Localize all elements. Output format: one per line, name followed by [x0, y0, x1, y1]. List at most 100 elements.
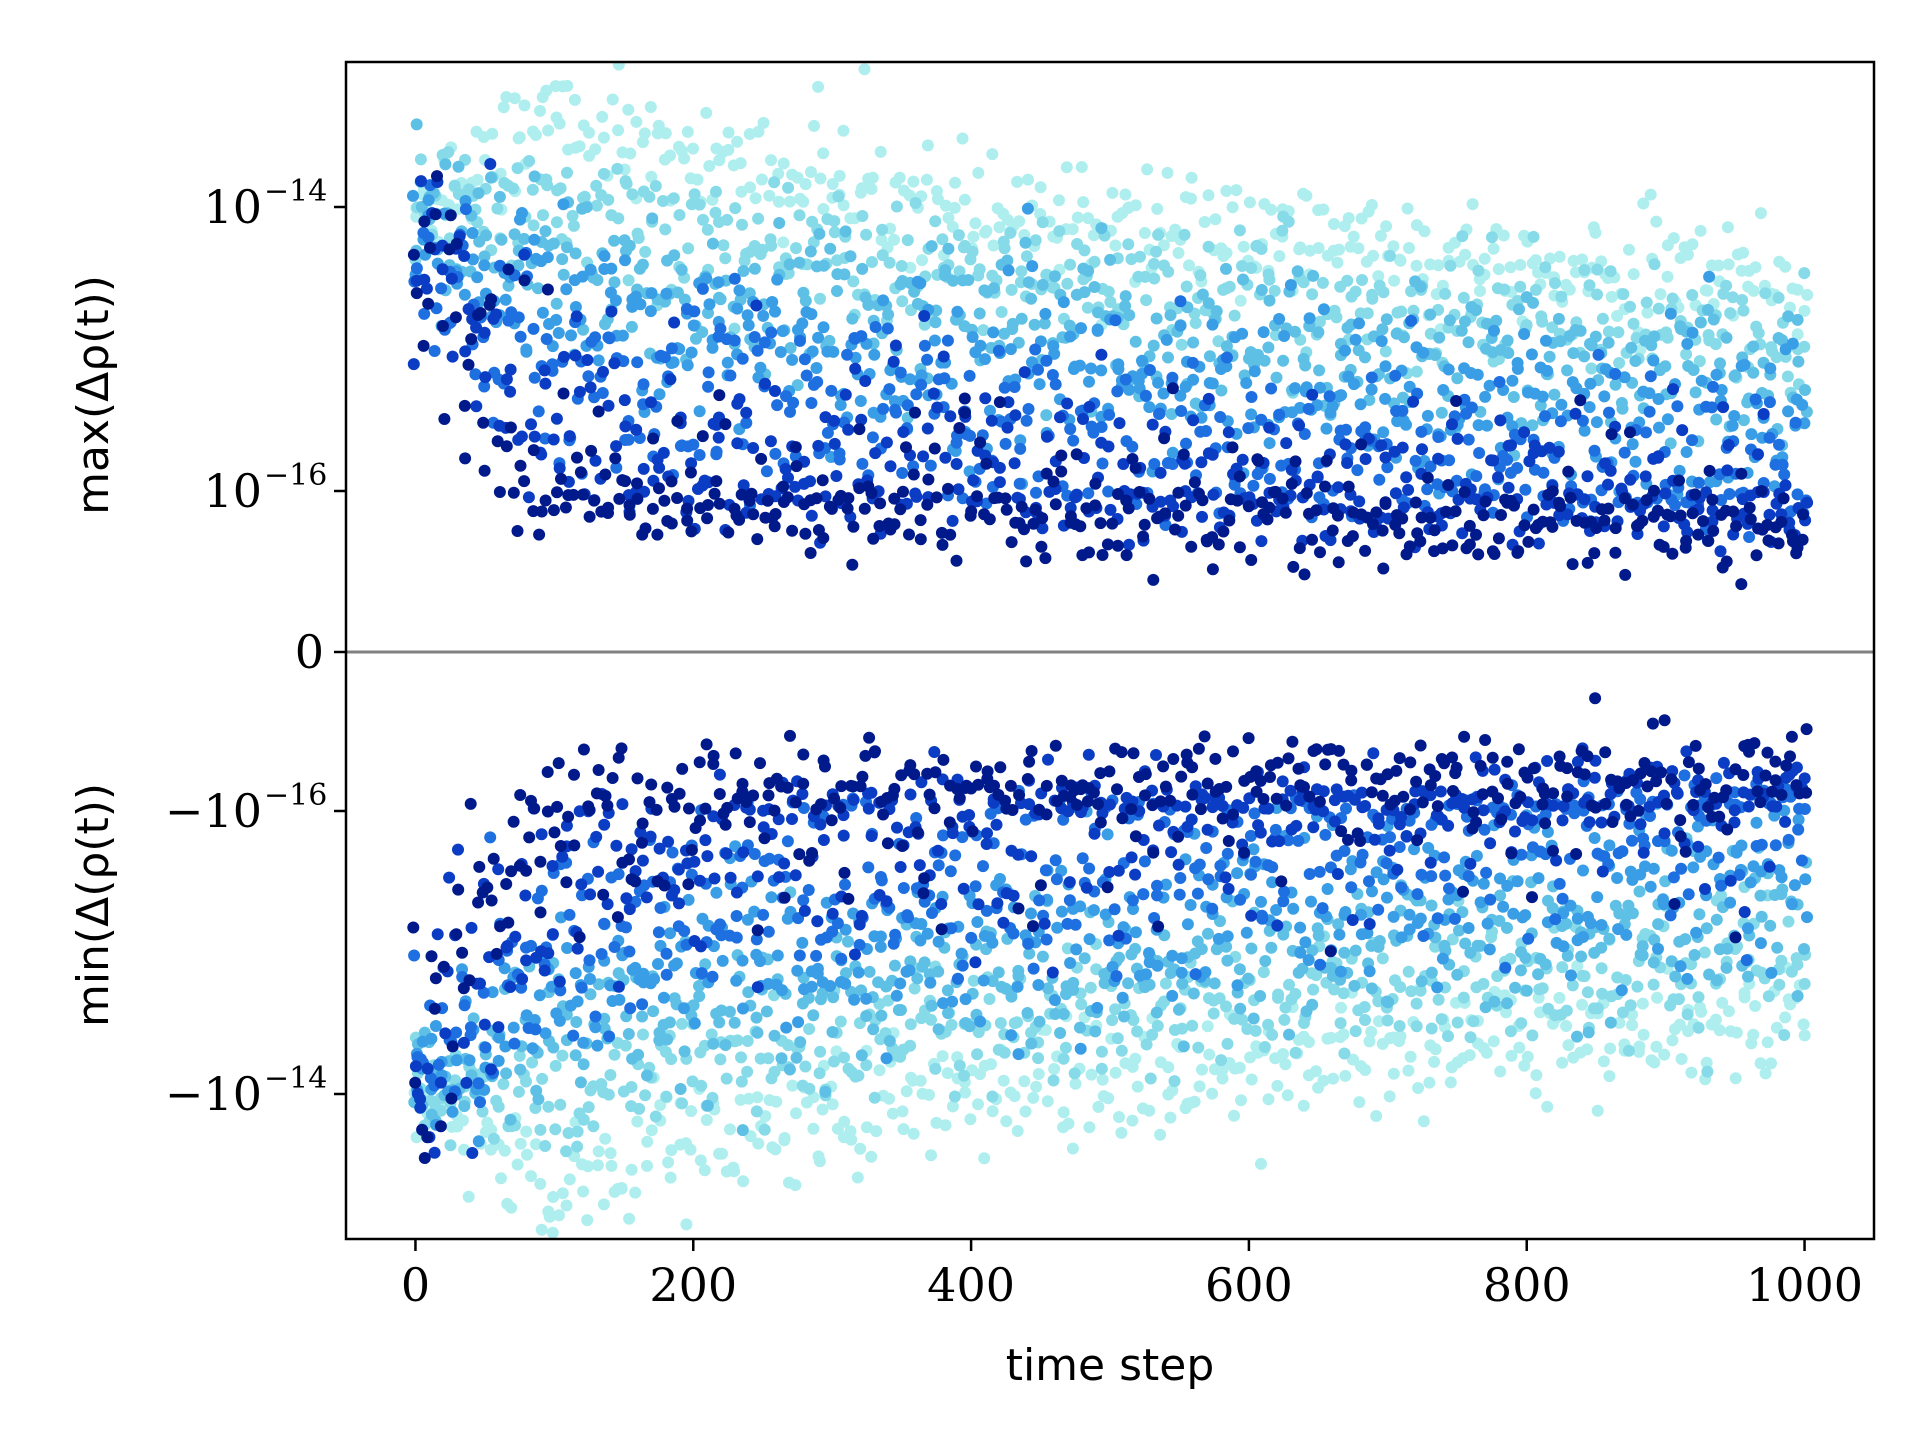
data-point — [693, 405, 706, 418]
data-point — [1442, 819, 1455, 832]
data-point — [1255, 535, 1268, 548]
data-point — [418, 215, 431, 228]
data-point — [590, 199, 603, 212]
data-point — [1641, 306, 1654, 319]
data-point — [602, 331, 615, 344]
data-point — [1117, 921, 1130, 934]
data-point — [435, 282, 448, 295]
data-point — [1466, 198, 1479, 211]
data-point — [793, 256, 806, 269]
data-point — [1595, 919, 1608, 931]
data-point — [577, 1113, 590, 1126]
data-point — [558, 350, 570, 363]
data-point — [684, 466, 697, 479]
data-point — [904, 1039, 917, 1052]
data-point — [911, 972, 924, 985]
data-point — [1282, 834, 1295, 847]
data-point — [1346, 914, 1359, 926]
data-point — [1444, 259, 1457, 272]
data-point — [702, 366, 715, 379]
data-point — [1070, 943, 1083, 956]
data-point — [1259, 955, 1272, 967]
data-point — [1317, 203, 1330, 216]
data-point — [478, 380, 491, 393]
data-point — [1636, 997, 1649, 1010]
data-point — [1270, 904, 1283, 916]
data-point — [1687, 364, 1700, 376]
data-point — [1117, 458, 1130, 470]
data-point — [1054, 411, 1066, 424]
data-point — [1104, 296, 1117, 308]
data-point — [542, 1205, 555, 1218]
data-point — [533, 528, 546, 541]
data-point — [828, 437, 841, 450]
data-point — [1266, 876, 1279, 889]
data-point — [619, 254, 631, 267]
data-point — [1193, 1080, 1206, 1093]
data-point — [637, 1028, 649, 1041]
data-point — [1342, 212, 1355, 225]
data-point — [921, 422, 934, 435]
data-point — [608, 357, 621, 370]
data-point — [592, 865, 605, 878]
data-point — [1488, 995, 1501, 1008]
data-point — [687, 142, 699, 155]
data-point — [1710, 913, 1723, 926]
data-point — [1088, 255, 1101, 268]
data-point — [1255, 895, 1267, 908]
data-point — [895, 260, 908, 272]
data-point — [1637, 197, 1650, 210]
data-point — [916, 960, 929, 973]
data-point — [460, 1076, 473, 1089]
data-point — [920, 173, 933, 186]
data-point — [1526, 814, 1539, 827]
data-point — [591, 1039, 604, 1052]
data-point — [569, 301, 582, 313]
data-point — [478, 326, 491, 339]
data-point — [1088, 827, 1101, 840]
data-point — [1095, 421, 1108, 433]
data-point — [1270, 371, 1283, 384]
data-point — [866, 171, 879, 184]
data-point — [1294, 946, 1307, 959]
data-point — [1424, 308, 1437, 321]
data-point — [459, 452, 472, 465]
data-point — [1497, 900, 1510, 913]
data-point — [1152, 376, 1165, 389]
data-point — [462, 1190, 475, 1203]
data-point — [1581, 986, 1594, 999]
data-point — [1083, 933, 1096, 946]
data-point — [665, 889, 678, 902]
data-point — [1064, 258, 1077, 271]
data-point — [798, 904, 811, 917]
data-point — [1141, 163, 1154, 176]
data-point — [1033, 894, 1046, 907]
data-point — [1122, 238, 1135, 251]
data-point — [1166, 458, 1179, 470]
data-point — [1532, 872, 1545, 885]
data-point — [1306, 998, 1319, 1011]
data-point — [995, 306, 1008, 318]
data-point — [505, 865, 518, 878]
data-point — [582, 1101, 595, 1114]
data-point — [1208, 977, 1221, 990]
data-point — [1102, 440, 1115, 453]
data-point — [1721, 221, 1734, 234]
data-point — [1459, 248, 1472, 261]
data-point — [826, 1098, 839, 1111]
data-point — [757, 908, 770, 921]
data-point — [577, 1036, 590, 1049]
data-point — [681, 125, 694, 138]
data-point — [428, 1146, 441, 1159]
data-point — [707, 1037, 720, 1050]
data-point — [507, 815, 520, 828]
data-point — [1057, 1008, 1070, 1020]
data-point — [1233, 1061, 1246, 1074]
data-point — [1258, 354, 1271, 367]
data-point — [811, 915, 824, 928]
data-point — [1083, 862, 1096, 875]
data-point — [445, 272, 458, 285]
data-point — [472, 187, 485, 200]
data-point — [803, 1082, 816, 1095]
data-point — [1262, 859, 1275, 872]
